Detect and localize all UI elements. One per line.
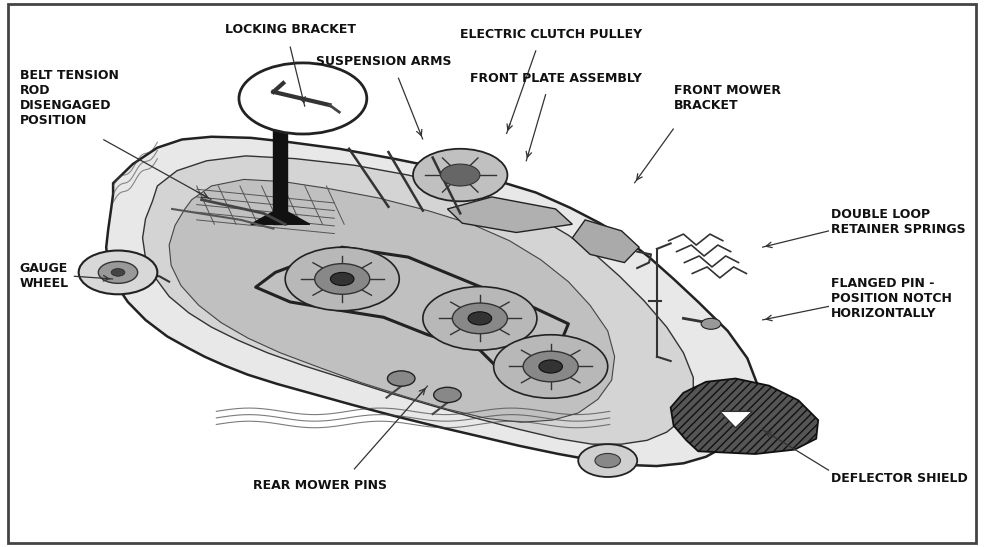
Circle shape [239,63,367,134]
Polygon shape [671,379,818,454]
Polygon shape [251,208,310,224]
Circle shape [701,318,721,329]
Text: FLANGED PIN -
POSITION NOTCH
HORIZONTALLY: FLANGED PIN - POSITION NOTCH HORIZONTALL… [831,277,952,319]
Circle shape [423,287,537,350]
Text: ELECTRIC CLUTCH PULLEY: ELECTRIC CLUTCH PULLEY [460,28,642,41]
Circle shape [98,261,138,283]
Circle shape [111,269,125,276]
Text: SUSPENSION ARMS: SUSPENSION ARMS [316,55,451,68]
Circle shape [387,371,415,386]
Polygon shape [273,126,287,224]
Text: DOUBLE LOOP
RETAINER SPRINGS: DOUBLE LOOP RETAINER SPRINGS [831,207,966,236]
Circle shape [595,453,621,468]
Circle shape [468,312,492,325]
Text: FRONT PLATE ASSEMBLY: FRONT PLATE ASSEMBLY [470,72,642,85]
Circle shape [578,444,637,477]
Polygon shape [169,179,615,422]
Text: FRONT MOWER
BRACKET: FRONT MOWER BRACKET [674,84,781,112]
Polygon shape [447,197,572,232]
Circle shape [539,360,562,373]
Circle shape [434,387,461,403]
Polygon shape [720,411,752,428]
Circle shape [330,272,354,286]
Text: REAR MOWER PINS: REAR MOWER PINS [253,479,387,492]
FancyBboxPatch shape [8,4,976,543]
Text: LOCKING BRACKET: LOCKING BRACKET [225,22,356,36]
Polygon shape [572,220,639,263]
Circle shape [523,351,578,382]
Circle shape [413,149,507,201]
Circle shape [452,303,507,334]
Text: BELT TENSION
ROD
DISENGAGED
POSITION: BELT TENSION ROD DISENGAGED POSITION [20,69,119,127]
Circle shape [285,247,399,311]
Polygon shape [143,156,693,444]
Circle shape [79,251,157,294]
Polygon shape [106,137,757,466]
Text: GAUGE
WHEEL: GAUGE WHEEL [20,262,69,290]
Circle shape [494,335,608,398]
Circle shape [441,164,480,186]
Text: DEFLECTOR SHIELD: DEFLECTOR SHIELD [831,472,968,485]
Circle shape [315,264,370,294]
